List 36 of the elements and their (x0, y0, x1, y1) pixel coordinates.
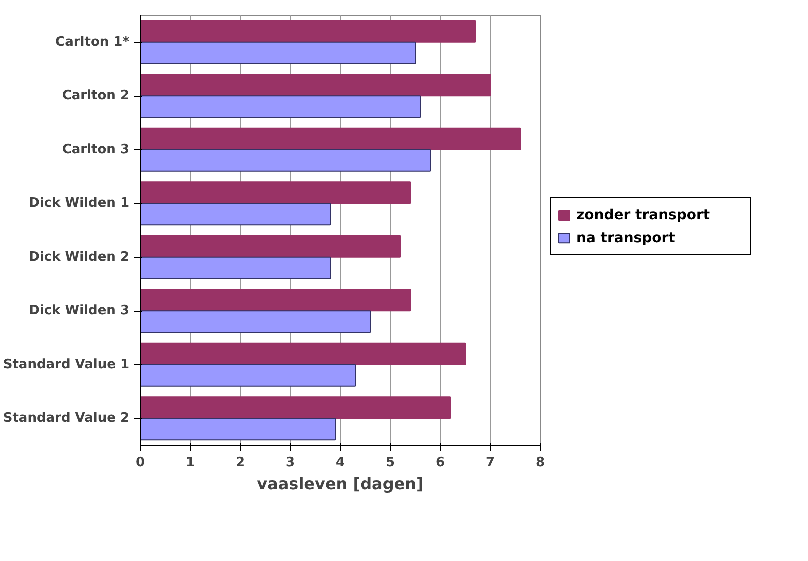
bar (140, 256, 331, 280)
x-tick-label: 2 (236, 456, 246, 470)
bar (140, 418, 336, 441)
y-tick-label: Dick Wilden 2 (29, 250, 130, 265)
bar (140, 396, 451, 420)
bar (140, 20, 476, 43)
y-tick-label: Carlton 2 (62, 88, 130, 104)
x-axis-title: vaasleven [dagen] (257, 474, 424, 494)
x-tick-label: 8 (536, 456, 546, 470)
bar (140, 203, 331, 226)
y-tick-label: Standard Value 1 (3, 357, 130, 372)
y-tick-label: Dick Wilden 1 (29, 196, 130, 212)
x-tick-label: 7 (486, 456, 496, 470)
legend-label: na transport (576, 230, 676, 246)
y-tick-label: Carlton 1* (56, 34, 130, 50)
x-tick-label: 4 (336, 456, 346, 470)
bar (140, 128, 521, 150)
x-tick-label: 6 (436, 456, 446, 470)
bar (140, 42, 416, 64)
bar (140, 149, 431, 172)
bar (140, 310, 371, 334)
bar (140, 342, 466, 366)
legend-label: zonder transport (576, 208, 710, 224)
x-tick-label: 0 (136, 456, 146, 470)
y-tick-label: Carlton 3 (62, 142, 130, 158)
y-tick-label: Dick Wilden 3 (29, 304, 130, 319)
x-tick-label: 5 (386, 456, 396, 470)
bar (140, 235, 401, 258)
bar (140, 74, 491, 97)
bar (140, 289, 411, 312)
y-tick-label: Standard Value 2 (3, 411, 130, 426)
bar (140, 364, 356, 387)
x-tick-label: 1 (186, 456, 196, 470)
x-tick-label: 3 (286, 456, 296, 470)
bar (140, 182, 411, 204)
bar (140, 96, 421, 118)
